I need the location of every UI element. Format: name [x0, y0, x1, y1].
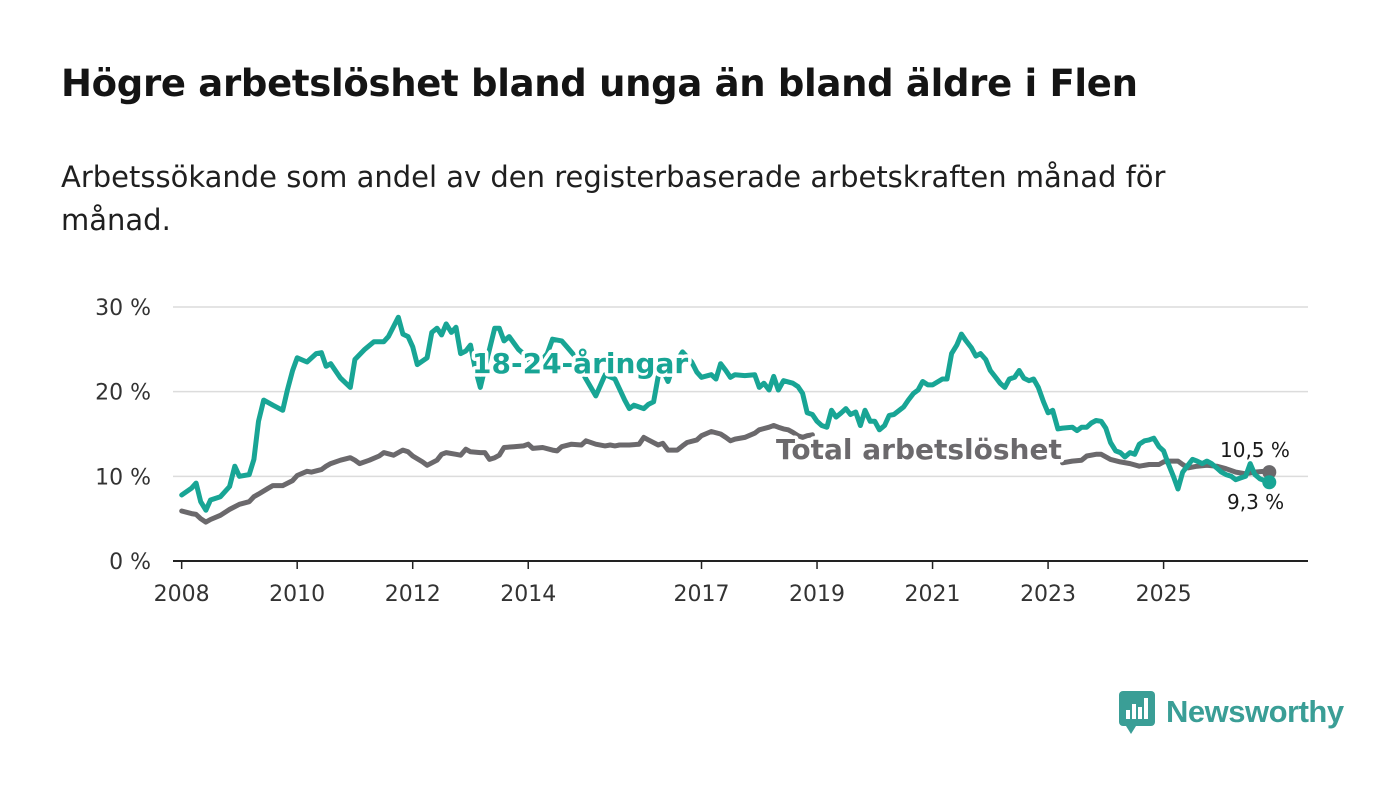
x-tick-label: 2019	[789, 582, 845, 607]
newsworthy-logo-icon	[1119, 691, 1155, 734]
newsworthy-brand: Newsworthy	[1118, 690, 1344, 734]
series-line-total	[179, 423, 815, 525]
x-tick-label: 2017	[674, 582, 730, 607]
x-tick-label: 2008	[154, 582, 210, 607]
series-label-total: Total arbetslöshet	[776, 433, 1062, 466]
series-end-point-total	[1262, 465, 1277, 480]
grid-lines	[173, 306, 1308, 478]
y-tick-label: 0 %	[109, 550, 151, 575]
series-labels: 18-24-åringar Total arbetslöshet 10,5 % 9,3…	[469, 344, 1290, 515]
series-lines	[179, 314, 1277, 525]
y-tick-label: 20 %	[95, 381, 151, 406]
y-tick-label: 30 %	[95, 296, 151, 321]
x-tick-label: 2021	[905, 582, 961, 607]
x-axis: 2008 2010 2012 2014 2017 2019 2021 2023 2025	[154, 560, 1308, 607]
brand-name: Newsworthy	[1166, 694, 1344, 729]
x-tick-label: 2012	[385, 582, 441, 607]
x-tick-label: 2025	[1136, 582, 1192, 607]
y-axis-labels: 0 % 10 % 20 % 30 %	[95, 296, 151, 575]
x-tick-label: 2023	[1020, 582, 1076, 607]
end-label-total: 10,5 %	[1220, 438, 1290, 462]
end-label-youth: 9,3 %	[1227, 490, 1284, 514]
y-tick-label: 10 %	[95, 465, 151, 490]
chart-title: Högre arbetslöshet bland unga än bland ä…	[61, 62, 1138, 105]
x-tick-label: 2014	[500, 582, 556, 607]
series-label-youth: 18-24-åringar	[472, 347, 688, 380]
chart-subtitle: Arbetssökande som andel av den registerb…	[61, 160, 1166, 237]
x-tick-label: 2010	[269, 582, 325, 607]
series-end-point-youth	[1262, 475, 1277, 490]
series-line-youth	[179, 314, 1272, 513]
